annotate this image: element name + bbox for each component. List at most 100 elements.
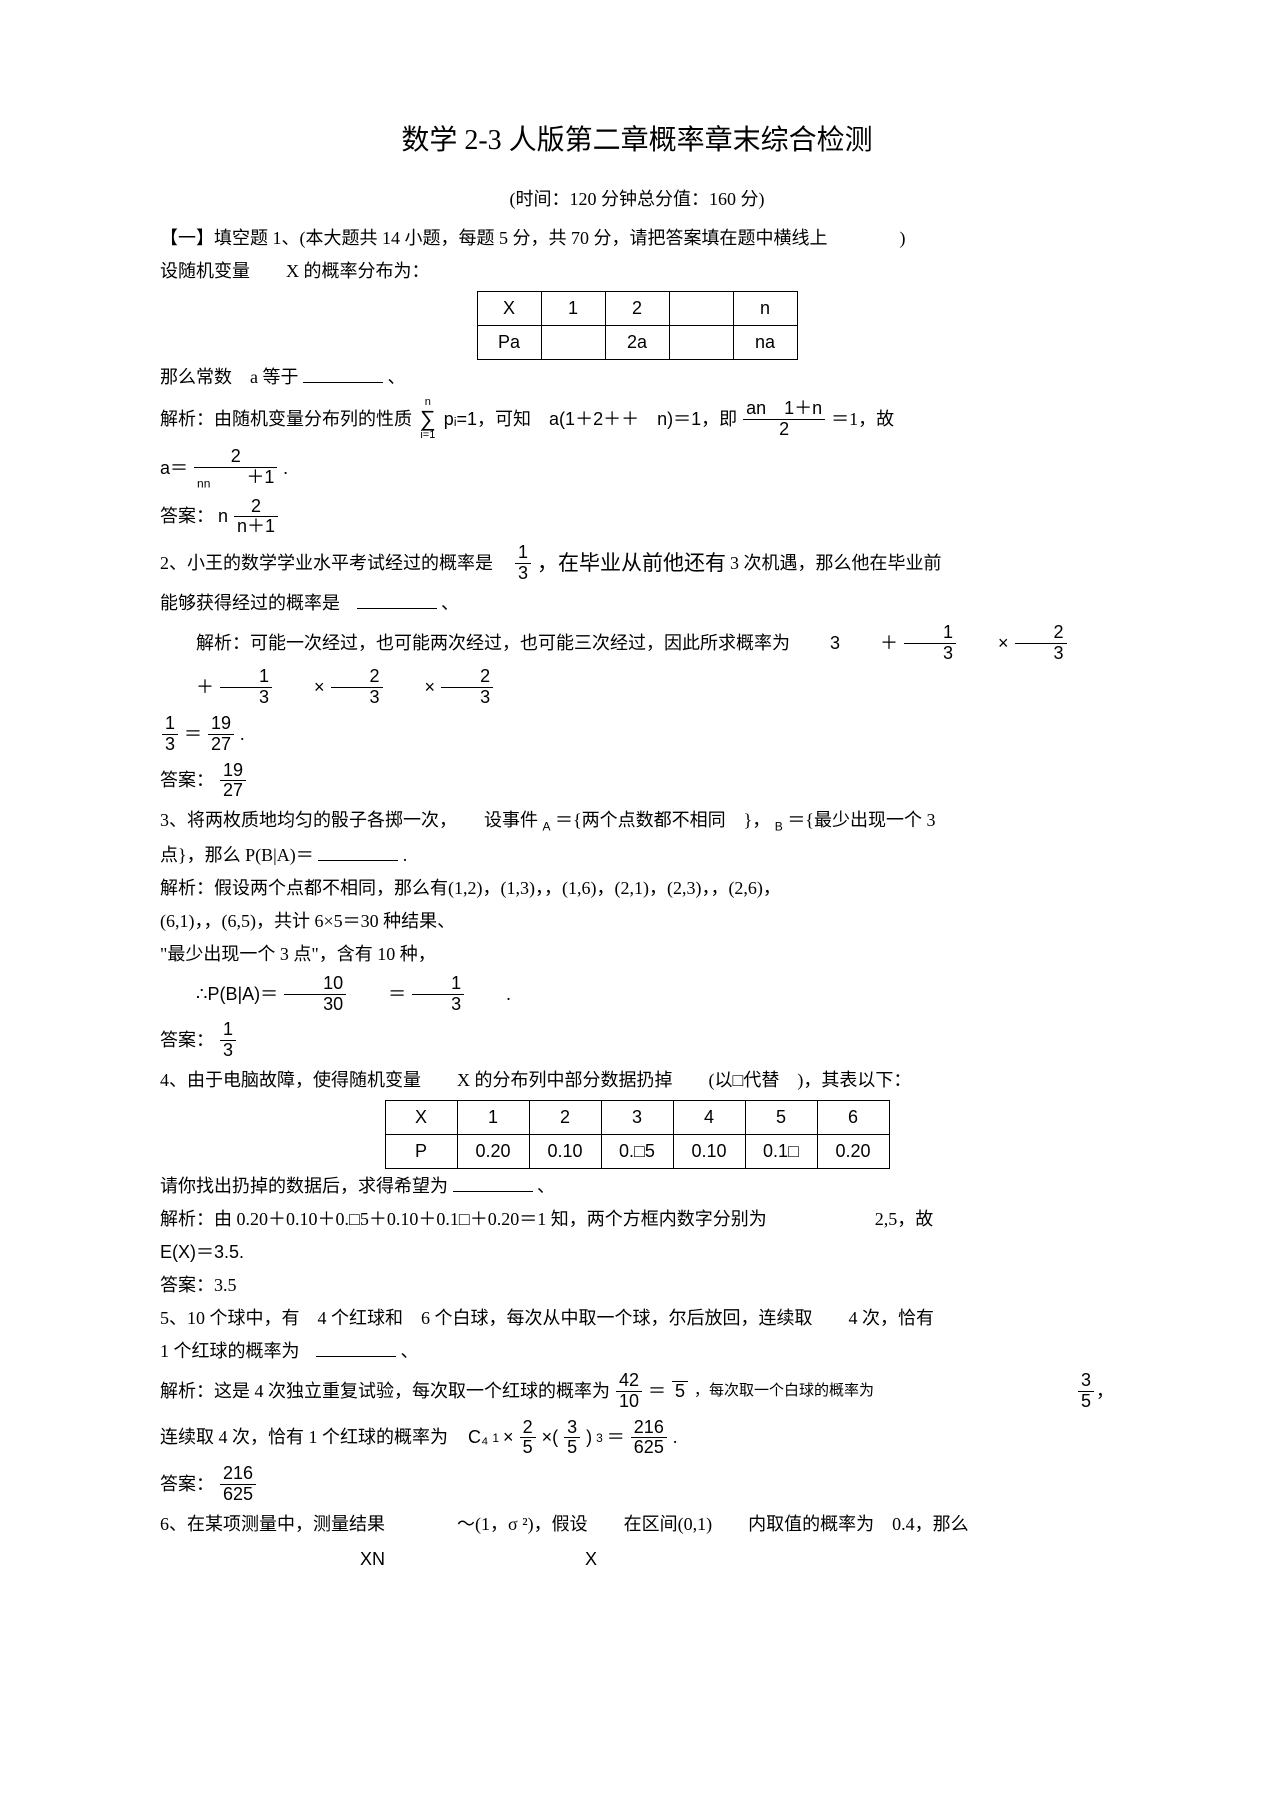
q1-line2: 设随机变量 X 的概率分布为：	[160, 258, 1114, 285]
subtitle: (时间：120 分钟总分值：160 分)	[160, 186, 1114, 213]
q3-line1: 3、将两枚质地均匀的骰子各掷一次， 设事件 A ＝{两个点数都不相同 }， B …	[160, 807, 1114, 836]
subscript: A	[543, 820, 551, 834]
q5-answer: 答案： 216625	[160, 1464, 1114, 1505]
fraction: 216625	[220, 1464, 256, 1505]
q1-a-formula: a＝ 2 nn ＋1 .	[160, 447, 1114, 491]
cell	[669, 292, 733, 326]
text: C₄	[468, 1424, 488, 1451]
q5-exp-row2: 连续取 4 次，恰有 1 个红球的概率为 C₄ 1× 25×( 35) 3＝ 2…	[160, 1418, 1114, 1459]
text: .	[403, 845, 408, 865]
cell: X	[477, 292, 541, 326]
q1-line3: 那么常数 a 等于 、	[160, 364, 1114, 391]
q2-result: 13 ＝ 1927.	[160, 714, 1114, 755]
footer-x: X	[585, 1546, 597, 1573]
denominator: n＋1	[234, 517, 278, 537]
text: 、	[388, 367, 406, 387]
fraction: 1927	[220, 761, 246, 802]
text: .	[283, 455, 288, 482]
q6-line1: 6、在某项测量中，测量结果 ～(1，σ ²)，假设 在区间(0,1) 内取值的概…	[160, 1511, 1114, 1538]
cell: X	[385, 1100, 457, 1134]
text: 3 次机遇，那么他在毕业前	[730, 550, 942, 577]
fraction: 216625	[631, 1418, 667, 1459]
cell: 5	[745, 1100, 817, 1134]
denominator: nn ＋1	[194, 468, 277, 491]
text: ，每次取一个白球的概率为	[694, 1380, 874, 1403]
table-1: X 1 2 n Pa 2a na	[477, 291, 798, 360]
numerator: 2	[194, 447, 277, 468]
table-2: X 1 2 3 4 5 6 P 0.20 0.10 0.□5 0.10 0.1□…	[385, 1100, 890, 1169]
blank	[303, 365, 383, 383]
numerator: 1	[515, 543, 531, 564]
table-row: P 0.20 0.10 0.□5 0.10 0.1□ 0.20	[385, 1134, 889, 1168]
fraction: an 1＋n 2	[743, 399, 825, 440]
blank	[318, 843, 398, 861]
q4-line2: 请你找出扔掉的数据后，求得希望为 、	[160, 1173, 1114, 1200]
q1-intro-row: 【一】填空题 1、(本大题共 14 小题，每题 5 分，共 70 分，请把答案填…	[160, 225, 1114, 252]
answer-label: 答案：	[160, 1027, 214, 1054]
fraction: 25	[520, 1418, 536, 1459]
fraction: 13	[904, 623, 956, 664]
text: 、	[441, 593, 459, 613]
text: a＝	[160, 455, 188, 482]
q3-pba: ∴P(B|A)＝ 1030 ＝ 13.	[160, 974, 1114, 1015]
text: 3	[596, 1429, 603, 1447]
text: 3	[794, 630, 840, 657]
cell: 2	[605, 292, 669, 326]
cell: 0.20	[817, 1134, 889, 1168]
blank	[316, 1339, 396, 1357]
text: 连续取 4 次，恰有 1 个红球的概率为	[160, 1424, 448, 1451]
text: 2、小王的数学学业水平考试经过的概率是	[160, 550, 493, 577]
q3-exp1: 解析：假设两个点都不相同，那么有(1,2)，(1,3)，，(1,6)，(2,1)…	[160, 875, 1114, 902]
text: n	[218, 503, 228, 530]
text: 解析：这是 4 次独立重复试验，每次取一个红球的概率为	[160, 1378, 610, 1405]
fraction: 1030	[284, 974, 346, 1015]
blank	[357, 591, 437, 609]
q1-intro: 1、(本大题共 14 小题，每题 5 分，共 70 分，请把答案填在题中横线上 …	[273, 228, 906, 248]
fraction: 1927	[208, 714, 234, 755]
text: ＝{两个点数都不相同 }，	[555, 810, 770, 830]
text: ，	[1096, 1378, 1114, 1405]
cell: na	[733, 326, 797, 360]
cell: Pa	[477, 326, 541, 360]
cell: 4	[673, 1100, 745, 1134]
subscript: B	[775, 820, 783, 834]
q5-line2: 1 个红球的概率为 、	[160, 1338, 1114, 1365]
q4-answer: 答案：3.5	[160, 1272, 1114, 1299]
cell: 2	[529, 1100, 601, 1134]
footer-xn: XN	[360, 1546, 385, 1573]
answer-label: 答案：	[160, 1471, 214, 1498]
fraction: 23	[331, 667, 383, 708]
denominator: 3	[515, 564, 531, 584]
cell	[669, 326, 733, 360]
text: 能够获得经过的概率是	[160, 593, 340, 613]
cell: 1	[457, 1100, 529, 1134]
table-row: X 1 2 n	[477, 292, 797, 326]
fraction: 4210	[616, 1371, 642, 1412]
cell: 0.10	[673, 1134, 745, 1168]
cell: 3	[601, 1100, 673, 1134]
text: 点}，那么 P(B|A)＝	[160, 845, 314, 865]
numerator: 2	[234, 497, 278, 518]
q5-exp-row: 解析：这是 4 次独立重复试验，每次取一个红球的概率为 4210 ＝ 5 ，每次…	[160, 1371, 1114, 1412]
q2-line1: 2、小王的数学学业水平考试经过的概率是 1 3 ，在毕业从前他还有 3 次机遇，…	[160, 543, 1114, 584]
fraction: 1 3	[515, 543, 531, 584]
fraction: 13	[220, 667, 272, 708]
table-row: Pa 2a na	[477, 326, 797, 360]
text: pᵢ=1，可知 a(1＋2＋＋ n)＝1，即	[444, 406, 737, 433]
blank	[453, 1174, 533, 1192]
cell: 0.□5	[601, 1134, 673, 1168]
fraction: 35	[564, 1418, 580, 1459]
denominator: 2	[743, 420, 825, 440]
text: 1	[492, 1429, 499, 1447]
q2-explanation: 解析：可能一次经过，也可能两次经过，也可能三次经过，因此所求概率为 3＋ 13×…	[160, 623, 1114, 708]
q4-exp: 解析：由 0.20＋0.10＋0.□5＋0.10＋0.1□＋0.20＝1 知，两…	[160, 1206, 1114, 1233]
text: 那么常数 a 等于	[160, 367, 299, 387]
fraction: 13	[162, 714, 178, 755]
text: ＝{最少出现一个 3	[787, 810, 935, 830]
q4-line1: 4、由于电脑故障，使得随机变量 X 的分布列中部分数据扔掉 (以□代替 )，其表…	[160, 1067, 1114, 1094]
cell: P	[385, 1134, 457, 1168]
q1-answer: 答案： n 2 n＋1	[160, 497, 1114, 538]
fraction: 13	[412, 974, 464, 1015]
text: ∴P(B|A)＝	[160, 981, 278, 1008]
cell: 0.1□	[745, 1134, 817, 1168]
